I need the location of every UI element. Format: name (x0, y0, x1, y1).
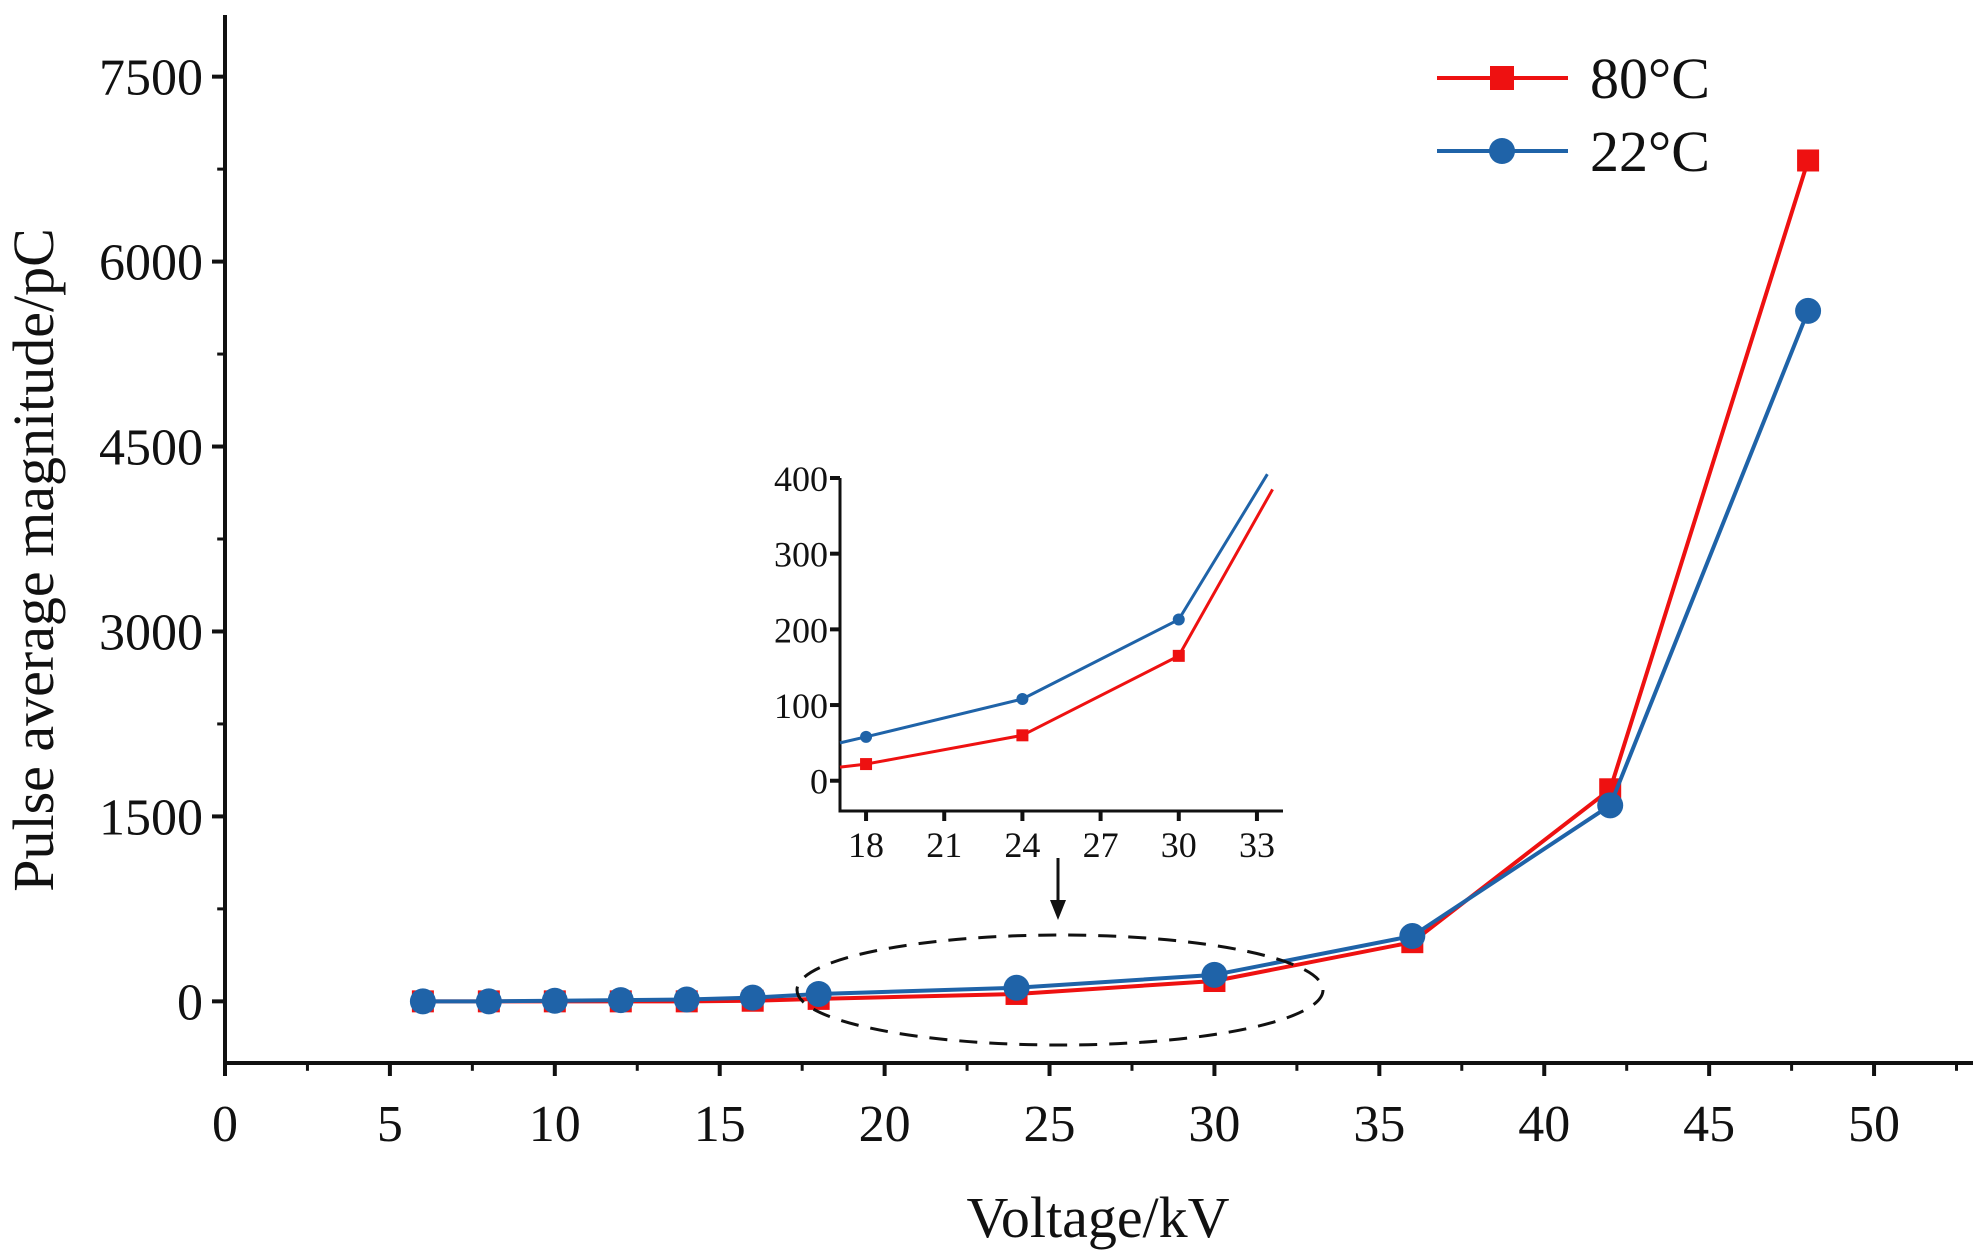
data-point-22c (1597, 792, 1624, 819)
main-plot: 0 5 10 15 20 25 30 35 40 45 5001500300045006000750… (99, 15, 1973, 1153)
x-tick-label: 30 (1188, 1096, 1240, 1153)
data-point-22c (1399, 923, 1426, 950)
x-tick-label: 10 (529, 1096, 581, 1153)
y-tick-label: 6000 (99, 235, 203, 292)
inset-data-point-80c (1172, 649, 1185, 662)
series-line-80c (422, 159, 1811, 1004)
inset-x-tick-label: 21 (926, 825, 962, 865)
inset-x-tick-label: 24 (1004, 825, 1040, 865)
data-point-80c (1797, 149, 1820, 172)
legend-marker-22c (1489, 138, 1515, 164)
inset-x-tick-label: 33 (1239, 825, 1275, 865)
legend-label-80c: 80°C (1590, 46, 1710, 111)
data-point-22c (607, 987, 634, 1014)
data-point-22c (805, 980, 832, 1007)
legend-label-22c: 22°C (1590, 119, 1710, 184)
zoom-region-ellipse (795, 933, 1325, 1047)
inset-series-line-80c (839, 488, 1274, 769)
inset-y-tick-label: 0 (810, 762, 828, 802)
y-tick-label: 0 (177, 974, 203, 1031)
x-tick-label: 45 (1683, 1096, 1735, 1153)
x-tick-label: 5 (377, 1096, 403, 1153)
data-point-22c (1795, 297, 1822, 324)
zoom-arrow-head (1050, 900, 1066, 920)
legend-marker-80c (1490, 66, 1514, 90)
x-tick-label: 50 (1848, 1096, 1900, 1153)
x-tick-label: 0 (212, 1096, 238, 1153)
inset-x-tick-label: 18 (848, 825, 884, 865)
zoom-annotation (795, 858, 1325, 1047)
inset-data-point-22c (1172, 613, 1185, 626)
x-tick-label: 15 (694, 1096, 746, 1153)
data-point-22c (1201, 961, 1228, 988)
inset-series-line-22c (839, 473, 1269, 745)
data-point-22c (673, 986, 700, 1013)
inset-y-tick-label: 400 (774, 459, 828, 499)
inset-y-tick-label: 100 (774, 686, 828, 726)
inset-data-point-22c (860, 730, 873, 743)
inset-y-tick-label: 200 (774, 610, 828, 650)
data-point-22c (409, 988, 436, 1015)
inset-axes (838, 478, 1283, 813)
inset-plot: 18 21 24 27 30 33 0 100 200 300 400 (774, 459, 1283, 865)
x-axis-title: Voltage/kV (966, 1185, 1229, 1250)
data-point-22c (541, 987, 568, 1014)
series-line-22c (422, 310, 1810, 1004)
x-tick-label: 40 (1518, 1096, 1570, 1153)
x-tick-label: 35 (1353, 1096, 1405, 1153)
y-tick-label: 1500 (99, 789, 203, 846)
y-tick-label: 7500 (99, 50, 203, 107)
axes (223, 15, 1973, 1065)
inset-x-tick-label: 27 (1083, 825, 1119, 865)
data-point-22c (739, 984, 766, 1011)
inset-x-tick-label: 30 (1161, 825, 1197, 865)
y-axis-title: Pulse average magnitude/pC (1, 228, 66, 892)
inset-data-point-80c (860, 758, 873, 771)
axis-titles: Voltage/kV Pulse average magnitude/pC (1, 228, 1230, 1250)
x-tick-label: 20 (859, 1096, 911, 1153)
x-tick-label: 25 (1024, 1096, 1076, 1153)
legend: 80°C 22°C (1437, 46, 1710, 184)
inset-data-point-80c (1016, 729, 1029, 742)
inset-y-tick-label: 300 (774, 535, 828, 575)
data-point-22c (475, 988, 502, 1015)
y-tick-label: 3000 (99, 604, 203, 661)
y-tick-label: 4500 (99, 420, 203, 477)
data-point-22c (1003, 974, 1030, 1001)
inset-data-point-22c (1016, 692, 1029, 705)
